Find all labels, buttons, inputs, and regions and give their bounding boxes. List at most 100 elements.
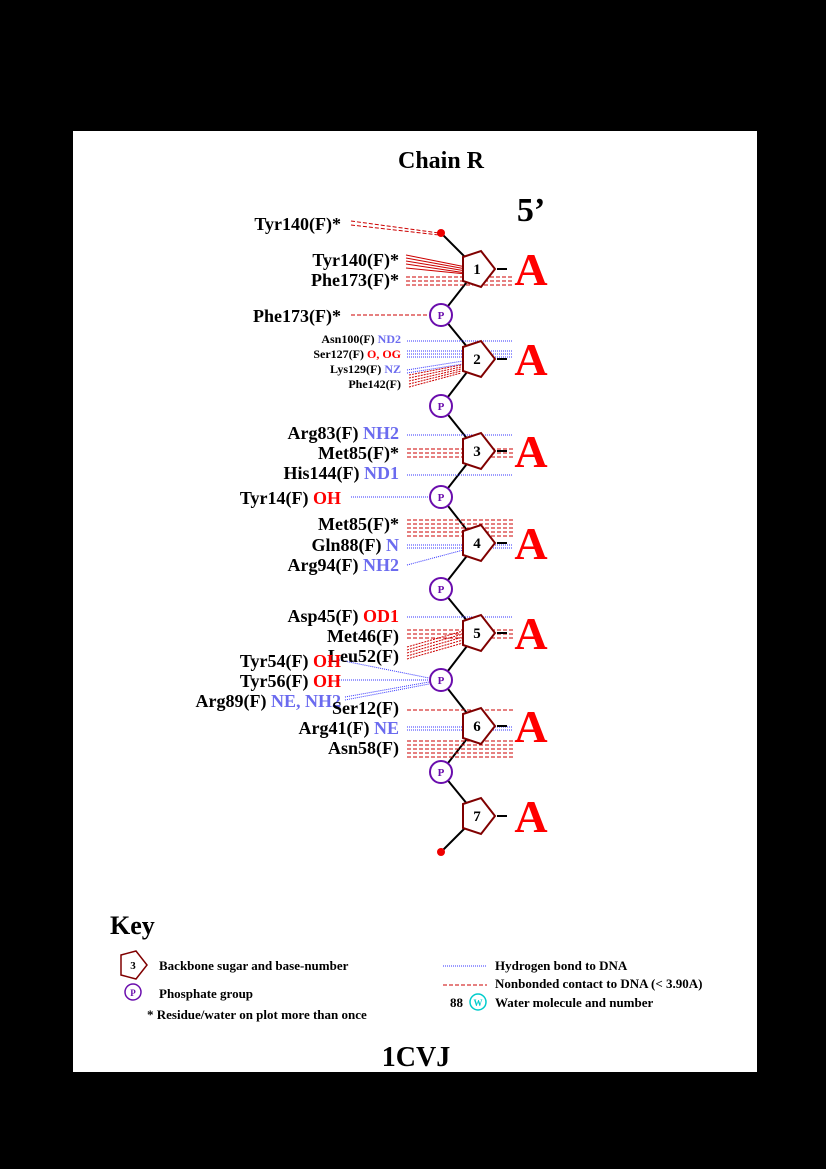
hbond-line (344, 683, 430, 701)
key-water-number: 88 (450, 995, 464, 1010)
svg-text:A: A (514, 518, 547, 569)
key-phosphate-sample: P (124, 983, 142, 1001)
key-sugar-sample: 3 (120, 950, 148, 980)
nonbonded-line (405, 267, 467, 275)
contact-lines (338, 220, 513, 758)
residue-label: Asn100(F) ND2 (321, 332, 401, 346)
phosphate-groups: P P P P P P (429, 303, 453, 784)
residue-label: Arg41(F) NE (299, 718, 400, 739)
phosphate-3-4: P (429, 485, 453, 509)
key-phosphate-text: Phosphate group (159, 986, 253, 1001)
svg-text:P: P (438, 675, 445, 687)
nucleotide-1: 1 A (462, 244, 548, 295)
residue-label: Asp45(F) OD1 (288, 606, 400, 627)
residue-label: Met46(F) (327, 626, 399, 647)
nonbonded-line (406, 642, 464, 660)
phosphate-6-7: P (429, 760, 453, 784)
residue-labels: Tyr140(F)* Tyr140(F)* Phe173(F)* Phe173(… (196, 214, 402, 759)
residue-label: Phe142(F) (348, 377, 401, 391)
strand-end-label: 5’ (517, 192, 545, 229)
pdb-id: 1CVJ (382, 1042, 450, 1072)
phosphate-2-3: P (429, 394, 453, 418)
residue-label: Gln88(F) N (312, 535, 400, 556)
nonbonded-line (406, 636, 464, 654)
residue-label: Asn58(F) (328, 738, 399, 759)
svg-text:A: A (514, 608, 547, 659)
phosphate-1-2: P (429, 303, 453, 327)
terminal-3-dot (437, 848, 445, 856)
svg-text:P: P (438, 401, 445, 413)
residue-label: Ser12(F) (332, 698, 399, 719)
nonbonded-line (350, 220, 440, 234)
nonbonded-line (406, 633, 464, 651)
residue-label: Lys129(F) NZ (330, 362, 401, 376)
svg-text:6: 6 (473, 719, 481, 735)
residue-label: Tyr56(F) OH (240, 671, 341, 692)
nonbonded-line (405, 257, 467, 270)
residue-label: Phe173(F)* (311, 270, 399, 291)
hbond-line (406, 548, 468, 566)
nucleotide-4: 4 A (462, 518, 548, 569)
svg-text:A: A (514, 701, 547, 752)
svg-text:A: A (514, 426, 547, 477)
nonbonded-line (405, 254, 467, 268)
nonbonded-line (408, 370, 462, 385)
svg-text:A: A (514, 334, 547, 385)
svg-text:A: A (514, 244, 547, 295)
svg-text:4: 4 (473, 536, 481, 552)
phosphate-4-5: P (429, 577, 453, 601)
svg-text:A: A (514, 791, 547, 842)
residue-label: Arg89(F) NE, NH2 (196, 691, 342, 712)
svg-text:P: P (438, 310, 445, 322)
svg-text:2: 2 (473, 352, 481, 368)
key-star-text: * Residue/water on plot more than once (147, 1007, 367, 1022)
phosphate-5-6: P (429, 668, 453, 692)
residue-label: Tyr14(F) OH (240, 488, 341, 509)
residue-label: Phe173(F)* (253, 306, 341, 327)
nonbonded-line (408, 364, 462, 376)
key-nonbonded-text: Nonbonded contact to DNA (< 3.90A) (495, 976, 702, 991)
residue-label: His144(F) ND1 (284, 463, 400, 484)
key-water-text: Water molecule and number (495, 995, 654, 1010)
nucleotide-2: 2 A (462, 334, 548, 385)
svg-text:5: 5 (473, 626, 481, 642)
residue-label: Met85(F)* (318, 514, 399, 535)
residue-label: Tyr140(F)* (254, 214, 341, 235)
residue-label: Ser127(F) O, OG (313, 347, 401, 361)
svg-text:P: P (130, 988, 136, 998)
svg-text:P: P (438, 584, 445, 596)
hbond-line (338, 659, 430, 679)
nucleotides: 1 A 2 A 3 A 4 A 5 A (462, 244, 548, 842)
dna-contact-diagram: Chain R 5’ (110, 148, 702, 1072)
chain-title: Chain R (398, 148, 485, 174)
svg-text:1: 1 (473, 262, 481, 278)
key-hbond-text: Hydrogen bond to DNA (495, 958, 628, 973)
figure-panel: Chain R 5’ (73, 131, 757, 1072)
key-sugar-text: Backbone sugar and base-number (159, 958, 349, 973)
terminal-5-dot (437, 229, 445, 237)
key-title: Key (110, 911, 155, 940)
nonbonded-line (408, 372, 462, 388)
nucleotide-5: 5 A (462, 608, 548, 659)
svg-text:W: W (474, 998, 483, 1008)
hbond-line (344, 681, 430, 698)
svg-text:P: P (438, 767, 445, 779)
svg-text:3: 3 (473, 444, 481, 460)
nonbonded-line (350, 224, 440, 236)
svg-text:3: 3 (130, 960, 136, 972)
nonbonded-line (405, 263, 467, 274)
nucleotide-3: 3 A (462, 426, 548, 477)
residue-label: Arg94(F) NH2 (288, 555, 399, 576)
nucleotide-6: 6 A (462, 701, 548, 752)
key: Key 3 Backbone sugar and base-number P P… (110, 911, 702, 1022)
nucleotide-7: 7 A (462, 791, 548, 842)
residue-label: Leu52(F) (328, 646, 399, 667)
hbond-line (406, 360, 464, 371)
svg-text:7: 7 (473, 809, 481, 825)
nonbonded-line (405, 260, 467, 272)
key-water-sample: W (469, 993, 487, 1011)
hbond-line (406, 363, 464, 374)
nonbonded-line (406, 639, 464, 657)
residue-label: Tyr140(F)* (312, 250, 399, 271)
residue-label: Arg83(F) NH2 (288, 423, 399, 444)
